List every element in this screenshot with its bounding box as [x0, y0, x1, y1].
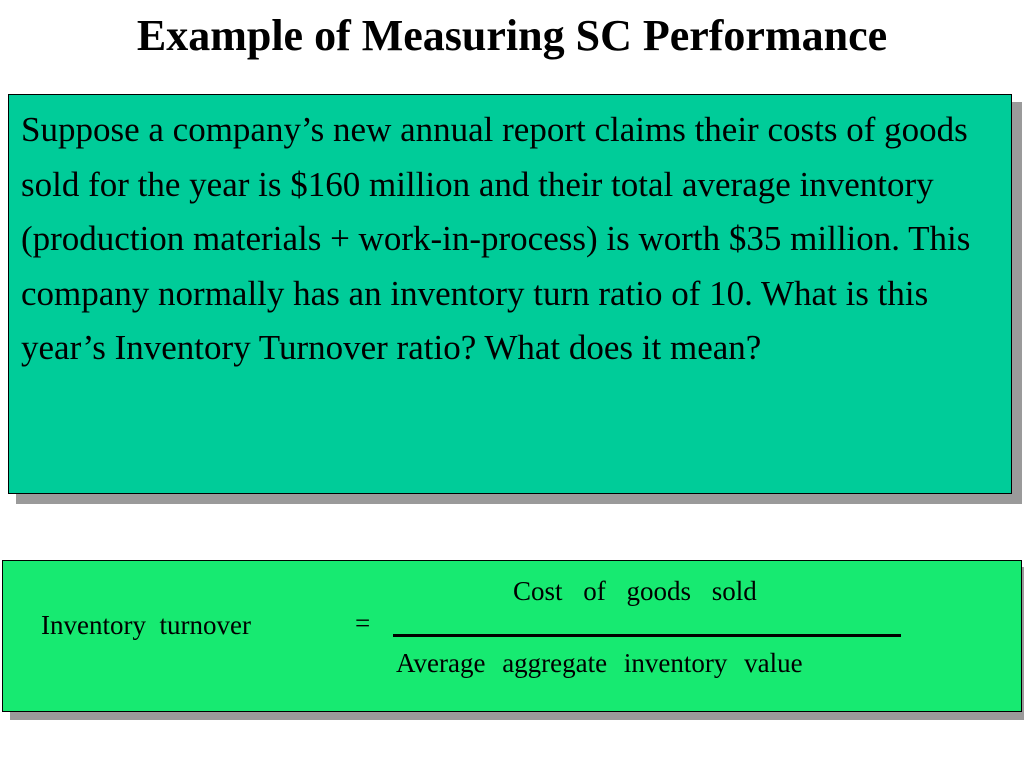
question-box: Suppose a company’s new annual report cl… — [8, 94, 1012, 494]
formula-box: Inventory turnover = Cost of goods sold … — [2, 560, 1022, 712]
formula-equals: = — [355, 608, 371, 638]
question-text: Suppose a company’s new annual report cl… — [21, 110, 971, 367]
formula-numerator: Cost of goods sold — [513, 576, 757, 606]
slide-title: Example of Measuring SC Performance — [136, 11, 888, 60]
formula-lhs: Inventory turnover — [41, 610, 251, 640]
formula-denominator: Average aggregate inventory value — [396, 648, 803, 678]
fraction-bar — [393, 634, 901, 637]
